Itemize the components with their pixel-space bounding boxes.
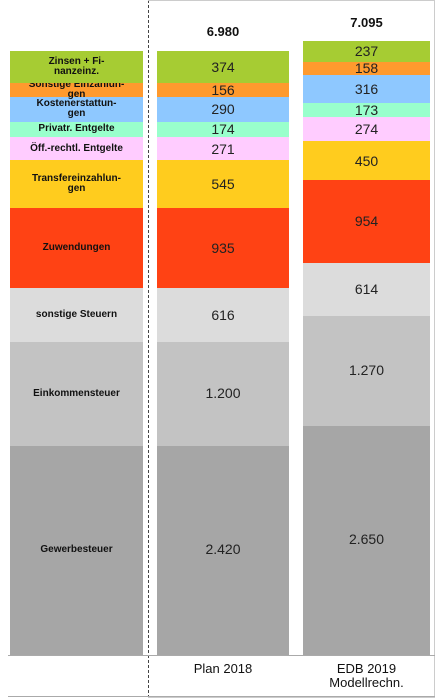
legend-entry: Privatr. Entgelte: [10, 121, 143, 137]
bar-segment: 450: [303, 141, 430, 181]
bar-segment: 616: [157, 288, 289, 342]
x-tick-label: Plan 2018: [193, 661, 253, 676]
divider: [148, 0, 149, 698]
bar-segment: 274: [303, 117, 430, 142]
bar-segment: 316: [303, 75, 430, 103]
bar-segment: 2.420: [157, 445, 289, 655]
bar-segment: 614: [303, 262, 430, 316]
bar-segment: 174: [157, 121, 289, 137]
bar-segment: 156: [157, 83, 289, 97]
bar-segment: 935: [157, 207, 289, 289]
bar-segment: 545: [157, 160, 289, 208]
legend-entry: Transfereinzahlun- gen: [10, 160, 143, 208]
legend-entry: Gewerbesteuer: [10, 445, 143, 655]
legend-entry: Zinsen + Fi- nanzeinz.: [10, 50, 143, 84]
legend-entry: Einkommensteuer: [10, 341, 143, 446]
legend-entry: Öff.-rechtl. Entgelte: [10, 136, 143, 161]
legend-entry: Sonstige Einzahlun- gen: [10, 79, 143, 100]
bar-segment: 271: [157, 136, 289, 161]
baseline: [8, 655, 435, 656]
legend-entry: sonstige Steuern: [10, 288, 143, 342]
bar-segment: 954: [303, 180, 430, 263]
bar-segment: 374: [157, 50, 289, 84]
bar-segment: 290: [157, 96, 289, 122]
bar-segment: 2.650: [303, 425, 430, 655]
bar-segment: 237: [303, 41, 430, 62]
bar-segment: 1.200: [157, 341, 289, 446]
total-label: 6.980: [206, 24, 240, 40]
legend-entry: Zuwendungen: [10, 207, 143, 289]
bottom-line: [8, 696, 435, 697]
legend-entry: Kostenerstattun- gen: [10, 96, 143, 122]
x-tick-label: EDB 2019 Modellrechn.: [329, 661, 404, 691]
total-label: 7.095: [350, 14, 383, 30]
bar-segment: 1.270: [303, 315, 430, 426]
bar-segment: 158: [303, 61, 430, 76]
bar-segment: 173: [303, 102, 430, 118]
